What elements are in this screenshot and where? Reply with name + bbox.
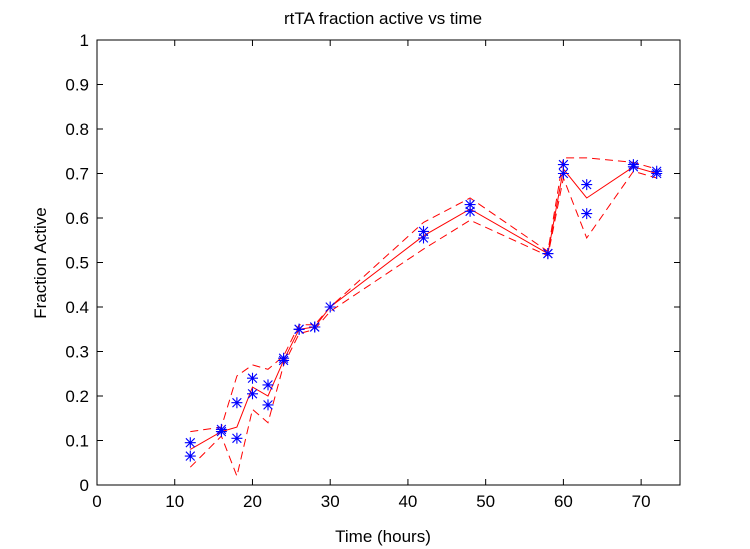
data-point-marker bbox=[215, 423, 227, 435]
data-point-marker bbox=[309, 321, 321, 333]
data-point-marker bbox=[247, 372, 258, 384]
data-point-marker bbox=[184, 450, 196, 462]
x-tick-label: 50 bbox=[476, 492, 495, 511]
x-tick-label: 10 bbox=[165, 492, 184, 511]
x-tick-label: 20 bbox=[243, 492, 262, 511]
y-tick-label: 0 bbox=[80, 476, 89, 495]
x-axis-label: Time (hours) bbox=[335, 527, 431, 546]
x-tick-label: 30 bbox=[321, 492, 340, 511]
y-tick-label: 0.9 bbox=[65, 76, 89, 95]
data-point-marker bbox=[418, 232, 429, 244]
y-tick-label: 0.3 bbox=[65, 343, 89, 362]
data-point-marker bbox=[418, 225, 429, 237]
data-point-marker bbox=[557, 168, 569, 179]
dashed-bound-line bbox=[190, 157, 657, 433]
data-point-marker bbox=[581, 179, 593, 191]
x-tick-label: 40 bbox=[398, 492, 417, 511]
x-tick-label: 0 bbox=[92, 492, 101, 511]
plot-area: 0 10 20 30 40 50 60 70 0 0.1 0.2 0.3 0.4 0.5 0.6 0.7 0.8… bbox=[65, 31, 681, 511]
x-tick-label: 70 bbox=[632, 492, 651, 511]
y-tick-label: 1 bbox=[80, 31, 89, 50]
y-axis-label: Fraction Active bbox=[31, 207, 50, 319]
data-point-marker bbox=[293, 323, 305, 335]
data-point-marker bbox=[542, 248, 554, 260]
data-point-marker bbox=[581, 208, 593, 220]
x-tick-label: 60 bbox=[554, 492, 573, 511]
dashed-bound-line bbox=[189, 170, 657, 478]
y-tick-label: 0.6 bbox=[65, 209, 89, 228]
y-tick-label: 0.4 bbox=[65, 298, 89, 317]
data-point-marker bbox=[627, 161, 639, 173]
y-tick-label: 0.8 bbox=[65, 120, 89, 139]
y-tick-label: 0.5 bbox=[65, 254, 89, 273]
y-tick-label: 0.7 bbox=[65, 165, 89, 184]
data-point-marker bbox=[231, 432, 243, 444]
data-point-marker bbox=[557, 159, 569, 171]
data-point-marker bbox=[324, 301, 336, 313]
data-point-marker bbox=[231, 397, 243, 409]
data-point-marker bbox=[262, 379, 274, 391]
chart-title: rtTA fraction active vs time bbox=[284, 9, 482, 28]
data-point-marker bbox=[247, 388, 258, 400]
data-point-marker bbox=[278, 352, 290, 364]
data-point-marker bbox=[464, 205, 476, 217]
data-point-marker bbox=[184, 437, 196, 449]
y-tick-label: 0.1 bbox=[65, 432, 89, 451]
data-point-marker bbox=[464, 199, 476, 211]
solid-fit-line bbox=[190, 166, 657, 450]
data-point-marker bbox=[651, 168, 663, 179]
data-point-marker bbox=[262, 399, 274, 411]
y-tick-label: 0.2 bbox=[65, 387, 89, 406]
